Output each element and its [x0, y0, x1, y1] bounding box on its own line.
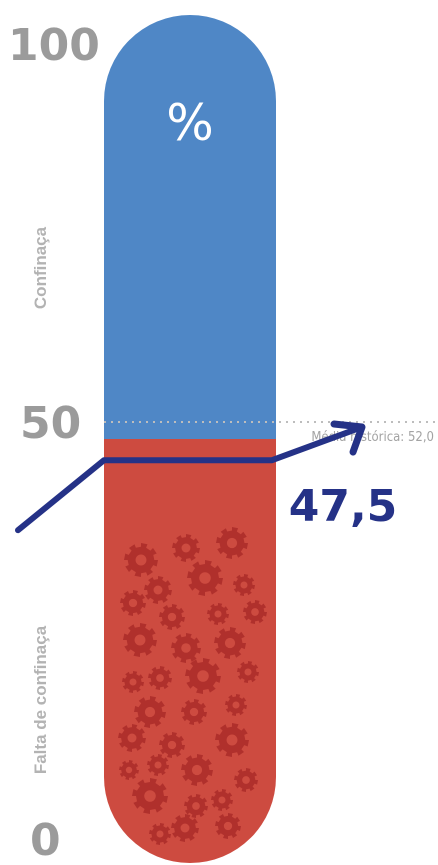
gear-icon	[214, 627, 246, 659]
gear-icon	[181, 754, 213, 786]
gear-icon	[215, 723, 249, 757]
tick-label-0: 0	[30, 815, 61, 865]
gear-icon	[118, 724, 146, 752]
gear-icon	[124, 543, 158, 577]
gear-icon	[211, 789, 233, 811]
value-arrow-head	[330, 420, 366, 456]
value-indicator-line	[15, 424, 365, 534]
gear-icon	[225, 694, 247, 716]
gear-icon	[159, 604, 185, 630]
current-value-label: 47,5	[289, 481, 398, 532]
gear-icon	[234, 768, 258, 792]
gear-icon	[237, 661, 259, 683]
gear-icon	[216, 527, 248, 559]
gear-icon	[148, 666, 172, 690]
percent-symbol: %	[166, 94, 214, 152]
gear-icon	[185, 658, 221, 694]
gear-icon	[149, 823, 171, 845]
gear-icon	[159, 732, 185, 758]
gear-icon	[134, 696, 166, 728]
gear-icon	[184, 794, 208, 818]
gear-icon	[243, 600, 267, 624]
gear-icon	[144, 576, 172, 604]
tick-label-100: 100	[8, 20, 100, 71]
gear-icon	[122, 671, 144, 693]
gear-icon	[233, 574, 255, 596]
gear-icon	[181, 699, 207, 725]
gear-icon	[120, 590, 146, 616]
gear-icon	[119, 760, 139, 780]
confidence-region	[104, 15, 276, 439]
confidence-label: Confinaça	[31, 226, 50, 309]
gear-icon	[187, 560, 223, 596]
gear-icon	[215, 813, 241, 839]
gear-icon	[207, 603, 229, 625]
gear-icon	[132, 778, 168, 814]
gear-icon	[171, 633, 201, 663]
gear-icon	[123, 623, 157, 657]
gear-icon	[172, 534, 200, 562]
gauge-tube	[104, 15, 276, 863]
gear-icon	[147, 754, 169, 776]
gear-icon	[171, 814, 199, 842]
gears-pattern	[118, 527, 267, 845]
no-confidence-label: Falta de confinaça	[31, 625, 50, 774]
tick-label-50: 50	[20, 398, 81, 449]
